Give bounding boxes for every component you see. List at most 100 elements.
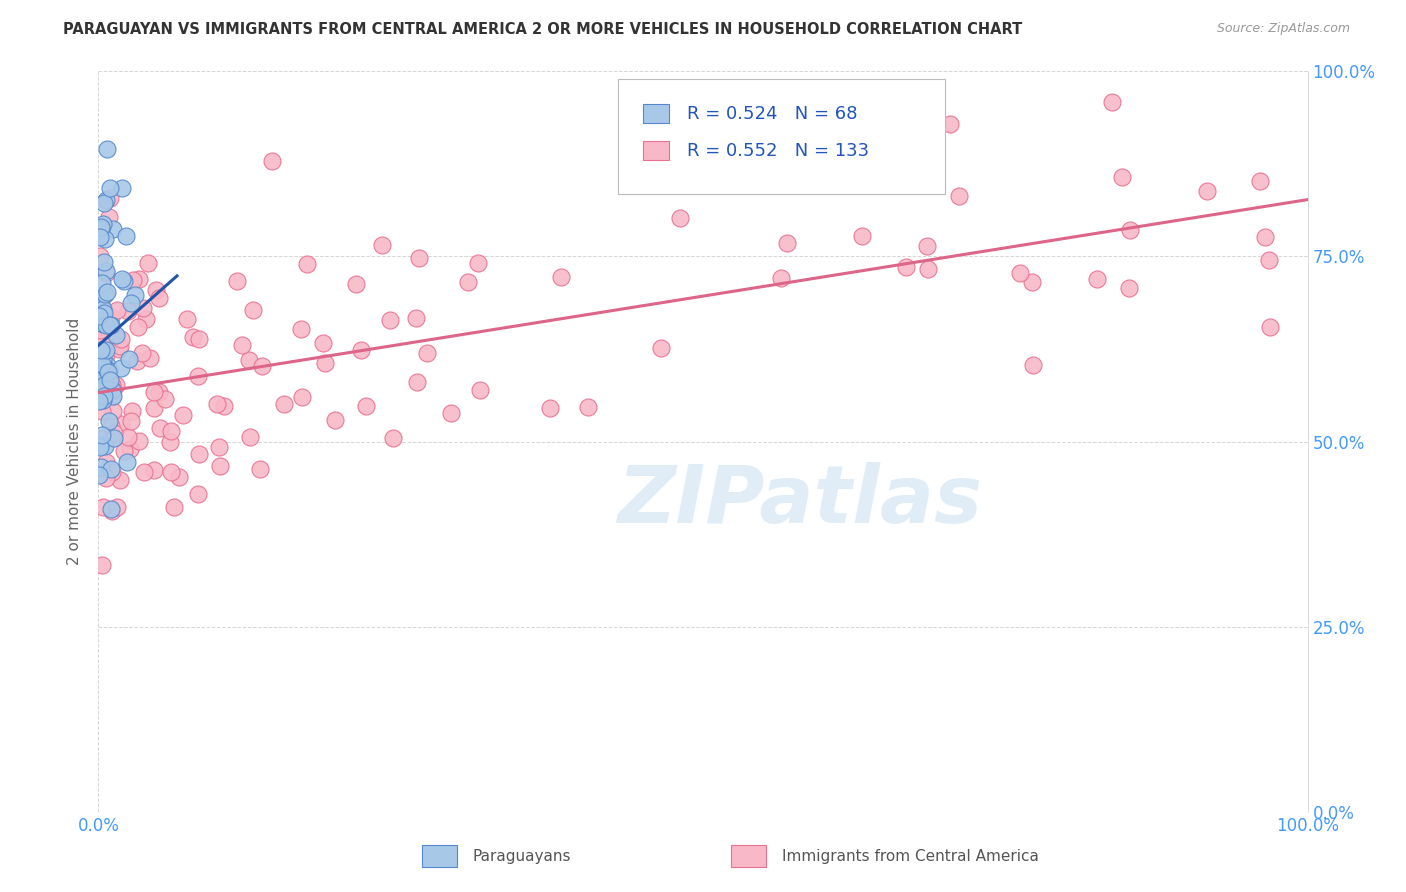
- Point: [181, 330, 204, 344]
- Point: [578, 400, 600, 414]
- Point: [262, 154, 284, 169]
- Point: [110, 339, 132, 353]
- Point: [169, 470, 191, 484]
- Point: [110, 332, 132, 346]
- Point: [131, 346, 153, 360]
- Point: [440, 406, 463, 420]
- Point: [101, 389, 124, 403]
- Point: [939, 116, 962, 130]
- Point: [91, 217, 114, 231]
- Point: [89, 306, 111, 320]
- Point: [117, 454, 139, 468]
- Point: [89, 249, 111, 263]
- Point: [101, 391, 124, 405]
- Point: [132, 301, 155, 316]
- Point: [467, 256, 489, 270]
- Point: [650, 342, 672, 356]
- Point: [100, 502, 122, 516]
- Point: [208, 440, 231, 454]
- Point: [145, 283, 167, 297]
- Point: [89, 349, 111, 363]
- Point: [94, 318, 117, 332]
- Point: [915, 239, 938, 253]
- Point: [91, 301, 114, 316]
- Point: [135, 312, 157, 326]
- Point: [149, 421, 172, 435]
- Point: [101, 466, 124, 480]
- Point: [91, 427, 114, 442]
- Point: [917, 261, 939, 276]
- Point: [187, 369, 209, 384]
- Point: [112, 274, 135, 288]
- Point: [93, 232, 115, 246]
- Point: [105, 303, 128, 318]
- Point: [405, 311, 427, 326]
- Point: [108, 473, 131, 487]
- Point: [117, 430, 139, 444]
- Point: [87, 293, 110, 308]
- Point: [100, 504, 122, 518]
- Point: [132, 465, 155, 479]
- Point: [457, 275, 479, 289]
- Point: [110, 360, 132, 375]
- Point: [91, 351, 114, 366]
- Point: [89, 438, 111, 452]
- Point: [94, 362, 117, 376]
- Point: [93, 500, 115, 514]
- Point: [148, 385, 170, 400]
- Point: [93, 286, 115, 301]
- Point: [153, 392, 176, 406]
- Point: [118, 442, 141, 457]
- Point: [91, 318, 114, 332]
- Point: [101, 404, 124, 418]
- Point: [408, 251, 430, 265]
- Point: [115, 229, 138, 244]
- Point: [89, 368, 111, 382]
- Point: [90, 222, 112, 236]
- Point: [98, 373, 121, 387]
- Point: [273, 397, 295, 411]
- Point: [894, 260, 917, 275]
- Point: [111, 181, 134, 195]
- Point: [96, 142, 118, 156]
- Point: [90, 359, 112, 374]
- Point: [93, 381, 115, 395]
- Point: [87, 393, 110, 408]
- Point: [93, 306, 115, 320]
- Point: [90, 277, 112, 291]
- Point: [231, 338, 253, 352]
- Point: [239, 430, 262, 444]
- Point: [100, 461, 122, 475]
- Point: [187, 332, 209, 346]
- Point: [98, 363, 121, 377]
- Point: [381, 431, 404, 445]
- Point: [143, 385, 166, 400]
- Point: [120, 414, 142, 428]
- Point: [238, 352, 260, 367]
- Point: [90, 386, 112, 401]
- Point: [128, 434, 150, 448]
- Point: [406, 376, 429, 390]
- Point: [91, 393, 114, 408]
- Text: R = 0.552   N = 133: R = 0.552 N = 133: [688, 143, 869, 161]
- Text: PARAGUAYAN VS IMMIGRANTS FROM CENTRAL AMERICA 2 OR MORE VEHICLES IN HOUSEHOLD CO: PARAGUAYAN VS IMMIGRANTS FROM CENTRAL AM…: [63, 22, 1022, 37]
- Point: [354, 400, 377, 414]
- Point: [127, 319, 149, 334]
- Bar: [643, 141, 669, 161]
- Point: [91, 333, 114, 347]
- Point: [225, 274, 247, 288]
- Point: [948, 189, 970, 203]
- Text: Immigrants from Central America: Immigrants from Central America: [782, 849, 1039, 863]
- Point: [796, 132, 818, 146]
- Point: [90, 297, 112, 311]
- Point: [242, 302, 264, 317]
- Point: [89, 392, 111, 407]
- Point: [111, 272, 134, 286]
- Point: [100, 310, 122, 324]
- Point: [101, 431, 124, 445]
- Point: [160, 465, 183, 479]
- Point: [371, 238, 394, 252]
- Point: [98, 180, 121, 194]
- Bar: [643, 103, 669, 123]
- Point: [93, 312, 115, 326]
